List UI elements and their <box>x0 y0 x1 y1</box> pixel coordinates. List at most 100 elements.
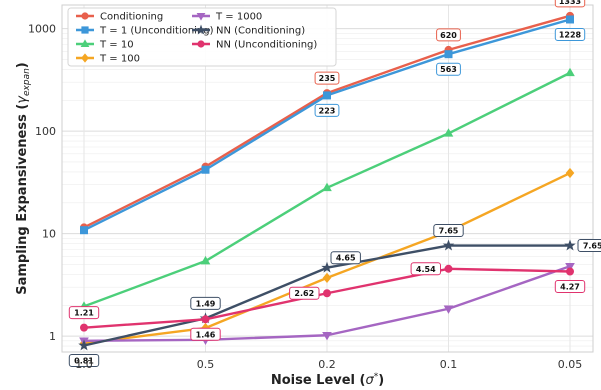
data-label-text: 0.81 <box>74 357 94 366</box>
legend-label: T = 100 <box>99 54 140 65</box>
data-point <box>443 128 454 137</box>
data-point <box>444 50 453 59</box>
data-point <box>201 315 210 324</box>
data-label-box <box>433 224 464 238</box>
data-label: 1333 <box>554 0 586 8</box>
y-tick-label: 1000 <box>28 23 56 36</box>
data-label: 1228 <box>554 27 586 41</box>
data-label-box <box>410 262 442 276</box>
data-label-text: 223 <box>319 106 336 115</box>
data-label: 7.65 <box>433 224 464 238</box>
data-label-box <box>554 27 586 41</box>
series-5 <box>78 239 576 351</box>
data-point <box>322 289 331 298</box>
data-label-box <box>289 286 320 300</box>
x-tick-label: 1.0 <box>75 358 93 371</box>
data-point <box>565 67 575 77</box>
data-label-text: 1.46 <box>196 330 216 339</box>
legend-entry: T = 1000 <box>192 12 262 23</box>
data-point <box>80 226 89 235</box>
legend-marker <box>80 39 90 47</box>
data-label: 563 <box>436 62 461 76</box>
data-point <box>322 91 331 100</box>
data-label-box <box>68 354 100 368</box>
data-point <box>322 182 332 192</box>
legend-entry: Conditioning <box>76 12 163 23</box>
legend-label: T = 1000 <box>215 12 262 23</box>
data-label-box <box>577 239 601 253</box>
legend-marker <box>196 13 206 21</box>
data-label-text: 1228 <box>559 30 582 39</box>
data-point <box>200 255 211 265</box>
data-label-box <box>314 103 340 117</box>
data-label-box <box>190 327 221 341</box>
data-label-box <box>314 71 340 85</box>
x-tick-label: 0.5 <box>197 358 215 371</box>
data-point <box>566 267 575 276</box>
data-point <box>443 305 454 314</box>
data-label-box <box>190 296 221 310</box>
legend-marker <box>195 24 207 35</box>
y-tick-label: 1 <box>49 330 56 343</box>
ticks: 1 10 100 1000 1.0 0.5 0.2 0.1 0.05 <box>28 23 582 371</box>
y-tick-label: 100 <box>35 125 56 138</box>
x-tick-label: 0.05 <box>558 358 583 371</box>
legend-entry: T = 10 <box>76 39 134 51</box>
data-label: 1.21 <box>68 306 100 320</box>
data-label-box <box>554 0 586 8</box>
data-label-box <box>436 62 461 76</box>
series-layer <box>78 11 576 351</box>
legend-entry: NN (Conditioning) <box>192 24 305 37</box>
data-label-text: 620 <box>440 31 457 40</box>
data-label: 4.54 <box>410 262 442 276</box>
legend-marker <box>197 40 205 48</box>
data-label-box <box>330 251 361 265</box>
data-point <box>442 239 455 251</box>
data-point <box>321 261 333 273</box>
data-label: 4.65 <box>330 251 361 265</box>
plot-frame <box>61 4 594 353</box>
legend-marker <box>81 53 89 63</box>
data-label: 7.65 <box>577 239 601 253</box>
legend-label: NN (Conditioning) <box>216 26 305 37</box>
data-label-text: 4.54 <box>416 265 436 274</box>
data-point <box>444 264 453 273</box>
data-label-box <box>68 306 100 320</box>
data-label: 1.49 <box>190 296 221 310</box>
data-label-text: 1.49 <box>196 299 216 308</box>
data-label-box <box>554 280 586 294</box>
data-point <box>322 272 332 284</box>
data-point <box>322 331 332 341</box>
legend-label: Conditioning <box>100 12 163 23</box>
legend-label: NN (Unconditioning) <box>216 40 317 51</box>
data-label: 223 <box>314 103 340 117</box>
data-label-text: 4.27 <box>560 283 580 292</box>
legend-entry: T = 1 (Unconditioning) <box>76 26 214 37</box>
data-labels: 1333 620 235 1228 563 223 7.65 7.65 4.65 1.49 0.81… <box>68 0 601 368</box>
data-label-text: 1333 <box>559 0 581 6</box>
data-point <box>566 15 575 24</box>
data-label: 235 <box>314 71 340 85</box>
data-label: 620 <box>436 28 461 42</box>
legend-label: T = 10 <box>99 40 134 51</box>
legend-entry: T = 100 <box>76 53 140 65</box>
x-axis-title: Noise Level (σ*) <box>271 372 384 388</box>
legend-marker <box>81 12 89 20</box>
data-label-box <box>436 28 461 42</box>
data-label-text: 235 <box>319 74 336 83</box>
data-label-text: 4.65 <box>336 254 356 263</box>
data-label-text: 1.21 <box>74 309 94 318</box>
series-6 <box>80 264 575 332</box>
data-label: 0.81 <box>68 354 100 368</box>
legend-marker <box>81 26 89 34</box>
legend-label: T = 1 (Unconditioning) <box>99 26 214 37</box>
data-label-text: 7.65 <box>439 227 459 236</box>
data-point <box>201 165 210 174</box>
data-label: 4.27 <box>554 280 586 294</box>
data-label-text: 2.62 <box>294 289 314 298</box>
legend-entry: NN (Unconditioning) <box>192 40 317 51</box>
y-axis-title: Sampling Expansiveness (γexpan) <box>15 62 32 295</box>
series-1 <box>80 15 575 235</box>
data-point <box>78 339 90 351</box>
